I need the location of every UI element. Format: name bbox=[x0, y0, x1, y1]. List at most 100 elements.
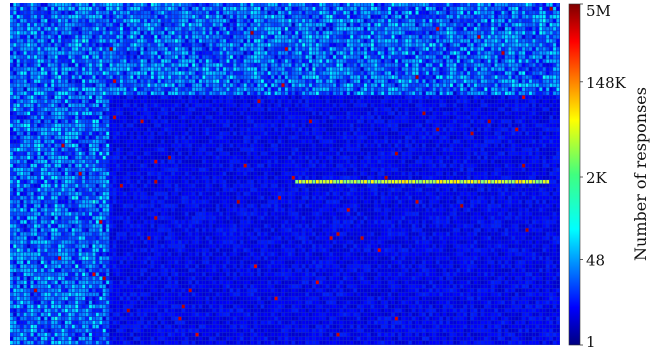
heatmap-cell bbox=[480, 19, 484, 23]
heatmap-cell bbox=[460, 7, 464, 11]
heatmap-cell bbox=[133, 99, 137, 103]
heatmap-cell bbox=[340, 11, 343, 15]
heatmap-cell bbox=[20, 7, 24, 11]
heatmap-cell bbox=[529, 75, 532, 79]
heatmap-cell bbox=[484, 87, 488, 91]
heatmap-cell bbox=[54, 31, 58, 35]
heatmap-cell bbox=[508, 59, 512, 63]
heatmap-cell bbox=[120, 111, 123, 116]
heatmap-cell bbox=[546, 59, 550, 63]
heatmap-cell bbox=[525, 51, 529, 55]
heatmap-cell bbox=[415, 11, 419, 15]
heatmap-cell bbox=[439, 51, 443, 55]
heatmap-cell bbox=[319, 91, 323, 95]
heatmap-cell bbox=[395, 39, 398, 43]
heatmap-cell bbox=[419, 35, 422, 39]
heatmap-cell bbox=[340, 35, 343, 39]
heatmap-cell bbox=[161, 91, 165, 95]
heatmap-cell bbox=[47, 23, 51, 27]
heatmap-cell bbox=[278, 23, 281, 27]
heatmap-cell bbox=[71, 95, 75, 99]
heatmap-cell bbox=[425, 79, 429, 83]
heatmap-cell bbox=[243, 7, 247, 11]
heatmap-cell bbox=[178, 87, 182, 91]
heatmap-cell bbox=[326, 99, 330, 103]
heatmap-cell bbox=[508, 67, 512, 71]
heatmap-cell bbox=[401, 83, 405, 87]
heatmap-cell bbox=[37, 91, 41, 95]
heatmap-cell bbox=[161, 27, 165, 31]
heatmap-cell bbox=[230, 63, 233, 67]
heatmap-cell bbox=[549, 95, 553, 99]
heatmap-cell bbox=[274, 31, 278, 35]
heatmap-cell bbox=[240, 55, 244, 59]
heatmap-cell bbox=[474, 39, 477, 43]
heatmap-cell bbox=[450, 119, 453, 124]
heatmap-cell bbox=[271, 59, 275, 63]
heatmap-cell bbox=[367, 63, 371, 67]
heatmap-cell bbox=[395, 75, 398, 79]
heatmap-cell bbox=[271, 115, 275, 120]
heatmap-cell bbox=[312, 23, 316, 27]
heatmap-cell bbox=[247, 123, 251, 128]
heatmap-cell bbox=[542, 51, 546, 55]
heatmap-cell bbox=[71, 55, 75, 59]
heatmap-cell bbox=[247, 35, 251, 39]
heatmap-cell bbox=[68, 123, 72, 128]
heatmap-cell bbox=[494, 67, 498, 71]
heatmap-cell bbox=[216, 107, 220, 112]
heatmap-cell bbox=[102, 63, 106, 67]
heatmap-cell bbox=[535, 71, 539, 75]
heatmap-cell bbox=[357, 71, 361, 75]
heatmap-cell bbox=[467, 3, 471, 7]
heatmap-cell bbox=[30, 99, 34, 103]
heatmap-cell bbox=[154, 91, 158, 95]
heatmap-cell bbox=[501, 115, 505, 120]
heatmap-cell bbox=[205, 99, 209, 103]
heatmap-cell bbox=[319, 35, 323, 39]
heatmap-cell bbox=[381, 3, 385, 7]
heatmap-cell bbox=[92, 31, 96, 35]
heatmap-cell bbox=[429, 99, 433, 103]
heatmap-cell bbox=[274, 23, 278, 27]
heatmap-cell bbox=[85, 51, 89, 55]
heatmap-cell bbox=[92, 35, 96, 39]
heatmap-cell bbox=[446, 103, 450, 108]
heatmap-cell bbox=[205, 15, 209, 19]
heatmap-cell bbox=[529, 23, 532, 27]
heatmap-cell bbox=[23, 7, 27, 11]
heatmap-cell bbox=[230, 47, 233, 51]
heatmap-cell bbox=[305, 91, 309, 95]
heatmap-cell bbox=[230, 27, 233, 31]
heatmap-cell bbox=[58, 51, 61, 55]
heatmap-cell bbox=[539, 11, 543, 15]
heatmap-cell bbox=[501, 123, 505, 128]
heatmap-cell bbox=[168, 83, 171, 87]
heatmap-cell bbox=[181, 27, 185, 31]
heatmap-cell bbox=[291, 91, 295, 95]
heatmap-cell bbox=[319, 31, 323, 35]
heatmap-cell bbox=[260, 11, 264, 15]
heatmap-cell bbox=[20, 87, 24, 91]
heatmap-cell bbox=[16, 67, 20, 71]
heatmap-cell bbox=[240, 35, 244, 39]
heatmap-cell bbox=[535, 107, 539, 112]
heatmap-cell bbox=[453, 31, 457, 35]
heatmap-cell bbox=[278, 75, 281, 79]
heatmap-cell bbox=[192, 71, 196, 75]
heatmap-cell bbox=[157, 79, 161, 83]
heatmap-cell bbox=[264, 7, 268, 11]
heatmap-cell bbox=[137, 59, 141, 63]
heatmap-cell bbox=[144, 67, 147, 71]
heatmap-cell bbox=[260, 3, 264, 7]
heatmap-cell bbox=[412, 123, 416, 128]
heatmap-cell bbox=[319, 79, 323, 83]
heatmap-cell bbox=[236, 63, 240, 67]
heatmap-cell bbox=[216, 79, 220, 83]
heatmap-cell bbox=[230, 67, 233, 71]
heatmap-cell bbox=[226, 35, 230, 39]
heatmap-cell bbox=[305, 27, 309, 31]
heatmap-cell bbox=[10, 87, 13, 91]
heatmap-cell bbox=[350, 39, 354, 43]
heatmap-cell bbox=[89, 23, 92, 27]
